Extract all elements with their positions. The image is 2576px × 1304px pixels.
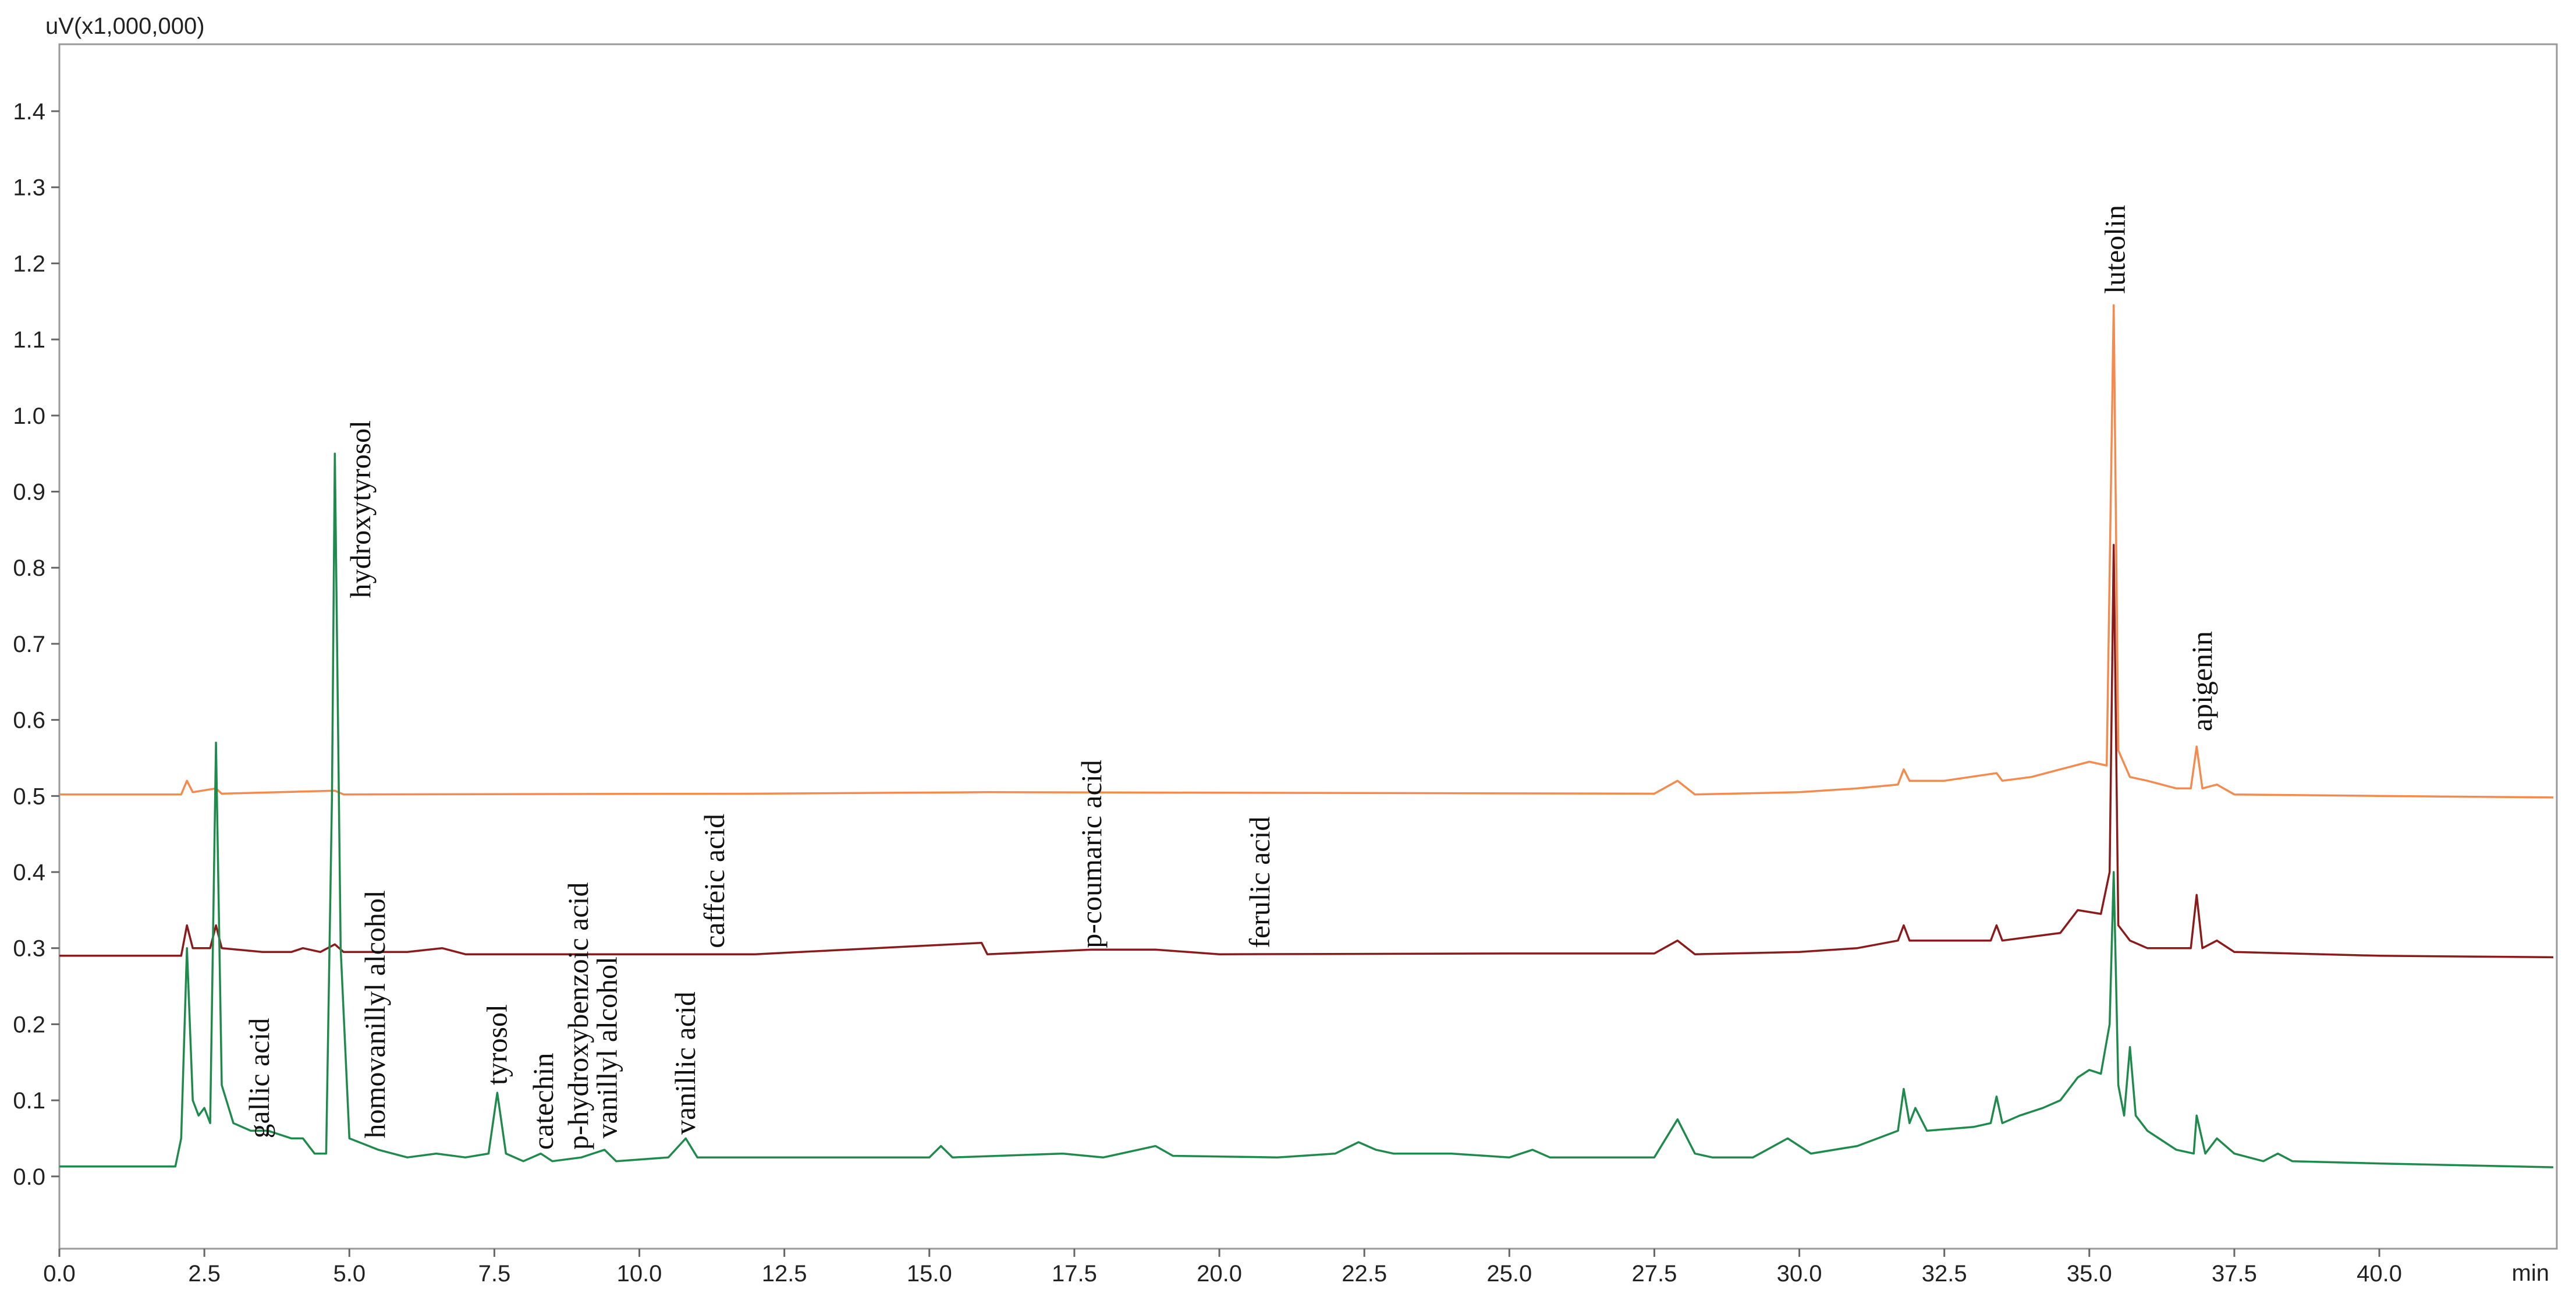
y-tick-label: 0.7 (13, 632, 45, 657)
y-tick-label: 0.5 (13, 784, 45, 809)
x-tick-label: 22.5 (1342, 1261, 1387, 1287)
peak-label: homovanillyl alcohol (359, 890, 391, 1138)
y-tick-label: 0.9 (13, 480, 45, 505)
y-tick-label: 0.4 (13, 860, 45, 885)
chromatogram-line (59, 452, 2554, 1168)
peak-label: hydroxytyrosol (344, 420, 377, 598)
peak-label: apigenin (2185, 631, 2218, 731)
peak-label: vanillic acid (669, 991, 701, 1135)
plot-frame (58, 43, 2558, 1250)
x-tick-label: 15.0 (907, 1261, 952, 1287)
y-tick-label: 0.8 (13, 555, 45, 581)
x-tick-label: 10.0 (617, 1261, 662, 1287)
y-tick-label: 1.3 (13, 175, 45, 201)
x-tick-label: 12.5 (762, 1261, 807, 1287)
x-tick-label: 5.0 (333, 1261, 366, 1287)
x-tick-label: 37.5 (2212, 1261, 2257, 1287)
y-tick-label: 0.6 (13, 708, 45, 734)
y-tick-label: 1.1 (13, 327, 45, 353)
y-tick-label: 1.4 (13, 99, 45, 125)
y-tick-label: 1.2 (13, 251, 45, 277)
peak-label: catechin (527, 1053, 559, 1150)
x-tick-label: 40.0 (2357, 1261, 2402, 1287)
x-tick-label: 17.5 (1052, 1261, 1097, 1287)
peak-label: gallic acid (243, 1018, 275, 1139)
x-tick-label: 30.0 (1777, 1261, 1822, 1287)
y-tick-label: 1.0 (13, 403, 45, 429)
peak-label: p-hydroxybenzoic acid (562, 883, 594, 1150)
y-tick-label: 0.2 (13, 1012, 45, 1037)
x-axis-label: min (2512, 1260, 2549, 1286)
x-tick-label: 7.5 (478, 1261, 511, 1287)
chromatogram-line (59, 544, 2554, 959)
x-tick-label: 0.0 (43, 1261, 76, 1287)
x-tick-label: 25.0 (1486, 1261, 1532, 1287)
chromatogram-line (59, 304, 2554, 799)
x-tick-label: 32.5 (1922, 1261, 1967, 1287)
peak-label: vanillyl alcohol (591, 956, 623, 1138)
peak-label: p-coumaric acid (1075, 760, 1108, 948)
x-tick-label: 35.0 (2067, 1261, 2112, 1287)
x-tick-label: 27.5 (1631, 1261, 1677, 1287)
peak-label: ferulic acid (1243, 816, 1276, 948)
y-tick-label: 0.3 (13, 936, 45, 962)
peak-label: tyrosol (480, 1004, 513, 1085)
y-axis-label: uV(x1,000,000) (45, 13, 205, 39)
x-tick-label: 20.0 (1197, 1261, 1242, 1287)
y-tick-label: 0.1 (13, 1088, 45, 1114)
y-tick-label: 0.0 (13, 1164, 45, 1190)
x-tick-label: 2.5 (188, 1261, 221, 1287)
peak-label: caffeic acid (698, 814, 730, 948)
peak-label: luteolin (2099, 205, 2131, 294)
